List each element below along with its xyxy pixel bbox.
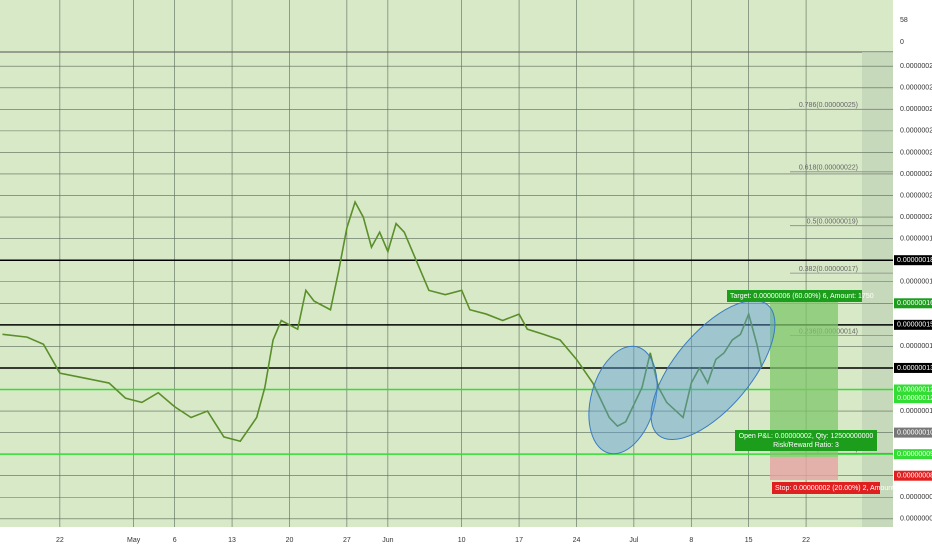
fib-shade: [862, 52, 893, 527]
price-tag-label: 0.00000010: [897, 429, 932, 436]
price-tag: [894, 384, 932, 395]
pattern-ellipse: [588, 345, 658, 455]
target-box: [727, 290, 862, 302]
price-tag-label: 0.00000016: [897, 300, 932, 307]
price-tag: [894, 470, 932, 481]
y-tick-label: 0.00000022: [900, 171, 932, 178]
x-tick-label: 15: [745, 537, 753, 544]
x-tick-label: 24: [573, 537, 581, 544]
y-tick-label: 0.00000023: [900, 149, 932, 156]
stop-label: Stop: 0.00000002 (20.00%) 2, Amount: 750: [775, 485, 910, 492]
x-tick-label: Jun: [382, 537, 393, 544]
pattern-ellipse: [650, 299, 776, 441]
price-tag-label: 0.00000012: [897, 395, 932, 402]
y-tick-label: 0.00000026: [900, 85, 932, 92]
x-tick-label: 17: [515, 537, 523, 544]
rr-label: Risk/Reward Ratio: 3: [773, 442, 839, 449]
price-tag: [894, 449, 932, 460]
price-tag: [894, 393, 932, 404]
volume-tick-label: 58: [900, 17, 908, 24]
fib-label: 0.786(0.00000025): [799, 102, 858, 109]
y-tick-label: 0.00000007: [900, 494, 932, 501]
x-tick-label: 22: [56, 537, 64, 544]
fib-label: 0.5(0.00000019): [807, 219, 858, 226]
pnl-label: Open P&L: 0.00000002, Qty: 12500000000: [739, 433, 874, 440]
price-tag-label: 0.00000013: [897, 365, 932, 372]
price-tag: [894, 427, 932, 438]
y-tick-label: 0.00000021: [900, 192, 932, 199]
x-tick-label: 10: [458, 537, 466, 544]
y-tick-label: 0.00000017: [900, 279, 932, 286]
price-tag-label: 0.00000008: [897, 473, 932, 480]
price-tag-label: 0.00000018: [897, 257, 932, 264]
y-tick-label: 0.00000027: [900, 63, 932, 70]
price-tag-label: 0.00000015: [897, 322, 932, 329]
stop-box: [772, 482, 880, 494]
price-tag: [894, 255, 932, 266]
x-tick-label: 8: [689, 537, 693, 544]
y-tick-label: 0.00000014: [900, 343, 932, 350]
y-tick-label: 0.00000006: [900, 516, 932, 523]
time-axis: [0, 527, 893, 550]
x-tick-label: 13: [228, 537, 236, 544]
fib-label: 0.618(0.00000022): [799, 165, 858, 172]
y-tick-label: 0.00000011: [900, 408, 932, 415]
price-tag: [894, 362, 932, 373]
price-line: [2, 199, 763, 443]
target-label: Target: 0.00000006 (60.00%) 6, Amount: 1…: [730, 293, 874, 300]
price-axis: [893, 0, 932, 550]
x-tick-label: Jul: [629, 537, 638, 544]
price-tag-label: 0.00000009: [897, 451, 932, 458]
y-tick-label: 0.00000025: [900, 106, 932, 113]
y-tick-label: 0.00000019: [900, 235, 932, 242]
price-tag: [894, 298, 932, 309]
x-tick-label: 22: [802, 537, 810, 544]
stop-zone: [770, 457, 838, 480]
x-tick-label: 27: [343, 537, 351, 544]
price-tag: [894, 319, 932, 330]
pnl-box: [735, 430, 877, 451]
x-tick-label: 6: [173, 537, 177, 544]
fib-label: 0.382(0.00000017): [799, 266, 858, 273]
volume-tick-label: 0: [900, 39, 904, 46]
x-tick-label: 20: [286, 537, 294, 544]
x-tick-label: May: [127, 537, 141, 544]
y-tick-label: 0.00000024: [900, 128, 932, 135]
price-tag-label: 0.00000012: [897, 386, 932, 393]
